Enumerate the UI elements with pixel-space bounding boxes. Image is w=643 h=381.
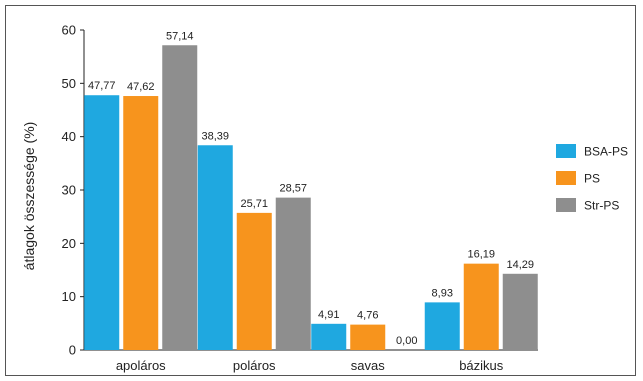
- legend-swatch-str-ps: [556, 198, 576, 212]
- bar-ps-4: [463, 263, 499, 350]
- y-tick-label: 20: [62, 236, 76, 251]
- y-tick-label: 0: [69, 343, 76, 358]
- data-label: 0,00: [396, 335, 417, 347]
- y-tick-label: 40: [62, 129, 76, 144]
- plot-area: 0 10 20 30 40 50 60 47,77 47,62 57,14 apoláros 38,3…: [62, 23, 538, 373]
- bar-ps-3: [350, 324, 386, 350]
- y-tick-label: 50: [62, 76, 76, 91]
- data-label: 16,19: [467, 249, 495, 261]
- bar-ps-1: [123, 96, 159, 350]
- data-label: 57,14: [166, 30, 194, 42]
- bar-str-ps-2: [275, 197, 311, 350]
- x-tick-label: bázikus: [459, 358, 504, 373]
- bar-bsa-ps-4: [424, 302, 460, 350]
- data-label: 28,57: [279, 183, 307, 195]
- x-tick-label: apoláros: [116, 358, 166, 373]
- data-label: 47,77: [88, 80, 116, 92]
- chart-frame: átlagok összessége (%) 0 10 20 30 40 50 60 47,7…: [5, 5, 636, 376]
- legend-swatch-bsa-ps: [556, 144, 576, 158]
- data-label: 25,71: [240, 198, 268, 210]
- data-label: 47,62: [127, 81, 155, 93]
- data-label: 4,91: [318, 309, 339, 321]
- bar-bsa-ps-2: [197, 145, 233, 350]
- bar-bsa-ps-3: [311, 323, 347, 350]
- legend: BSA-PS PS Str-PS: [556, 144, 628, 213]
- y-tick-label: 60: [62, 23, 76, 38]
- x-tick-label: poláros: [233, 358, 276, 373]
- legend-label: BSA-PS: [584, 145, 628, 159]
- data-label: 4,76: [357, 310, 378, 322]
- legend-label: PS: [584, 172, 600, 186]
- data-label: 8,93: [432, 287, 453, 299]
- bar-ps-2: [236, 212, 272, 350]
- bar-str-ps-1: [162, 45, 198, 351]
- data-label: 38,39: [201, 130, 229, 142]
- legend-swatch-ps: [556, 171, 576, 185]
- legend-label: Str-PS: [584, 199, 619, 213]
- y-tick-label: 10: [62, 289, 76, 304]
- x-tick-label: savas: [351, 358, 385, 373]
- bar-str-ps-4: [502, 273, 538, 350]
- data-label: 14,29: [506, 259, 534, 271]
- bar-chart: átlagok összessége (%) 0 10 20 30 40 50 60 47,7…: [21, 23, 628, 374]
- bar-bsa-ps-1: [84, 95, 120, 350]
- y-tick-label: 30: [62, 183, 76, 198]
- y-axis-label: átlagok összessége (%): [21, 122, 37, 271]
